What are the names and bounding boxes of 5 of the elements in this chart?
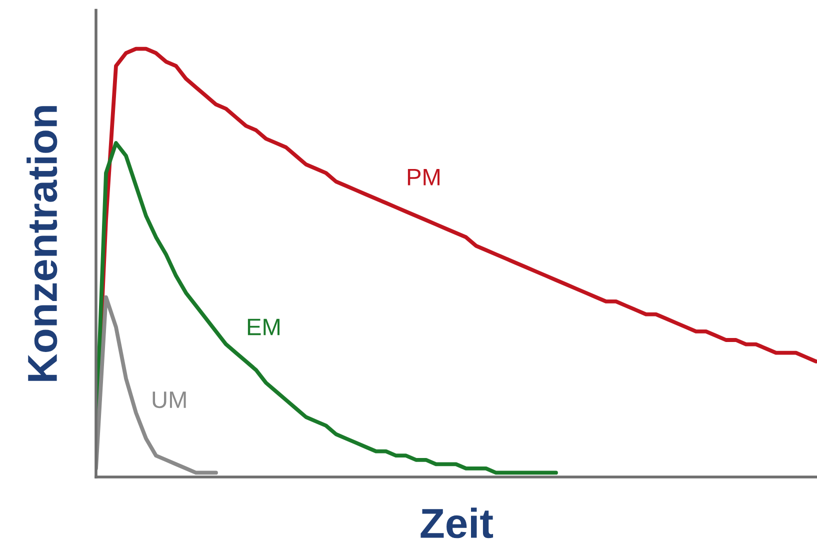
series-label: PM [408,168,440,186]
series-label: UM [152,392,186,408]
x-axis-title: Zeit [420,508,494,538]
series-label: EM [248,318,280,336]
y-axis-title: Konzentration [26,106,58,381]
